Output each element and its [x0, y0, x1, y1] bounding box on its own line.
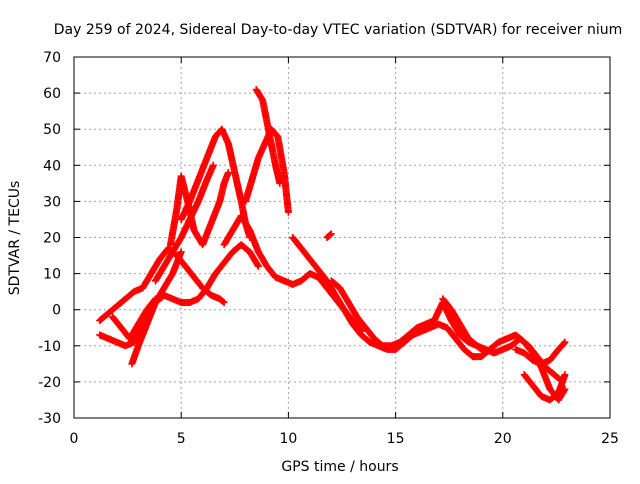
data-point: [254, 262, 262, 270]
y-tick-label: -10: [38, 339, 61, 355]
data-point-fill: [219, 298, 227, 306]
y-tick-label: 50: [43, 122, 61, 138]
y-tick-label: 70: [43, 50, 61, 66]
data-point: [561, 338, 569, 346]
data-point: [327, 230, 335, 238]
data-point: [276, 179, 284, 187]
data-point-fill: [560, 339, 568, 347]
plot-frame: [73, 56, 611, 419]
y-tick-label: 0: [52, 303, 61, 319]
data-point-fill: [326, 231, 334, 239]
x-tick-label: 25: [601, 431, 619, 447]
x-axis-label: GPS time / hours: [281, 459, 398, 475]
y-tick-label: 20: [43, 231, 61, 247]
y-tick-label: 10: [43, 267, 61, 283]
x-tick-label: 15: [387, 431, 405, 447]
x-tick-label: 10: [279, 431, 297, 447]
data-point: [209, 161, 217, 169]
data-point-fill: [151, 296, 159, 304]
data-point: [561, 371, 569, 379]
y-tick-label: 30: [43, 194, 61, 210]
data-point-fill: [481, 348, 489, 356]
data-point: [151, 295, 159, 303]
x-tick-label: 0: [70, 431, 79, 447]
grid: [74, 57, 610, 418]
y-tick-label: -20: [38, 375, 61, 391]
y-tick-label: 60: [43, 86, 61, 102]
x-tick-label: 20: [494, 431, 512, 447]
data-point: [220, 298, 228, 306]
data-points: [96, 85, 569, 404]
x-tick-label: 5: [177, 431, 186, 447]
y-tick-label: 40: [43, 158, 61, 174]
data-point: [177, 248, 185, 256]
data-point: [284, 208, 292, 216]
y-tick-label: -30: [38, 411, 61, 427]
y-axis-label: SDTVAR / TECUs: [7, 181, 23, 296]
data-point: [482, 349, 490, 357]
data-point: [224, 169, 232, 177]
chart-title: Day 259 of 2024, Sidereal Day-to-day VTE…: [54, 22, 623, 38]
